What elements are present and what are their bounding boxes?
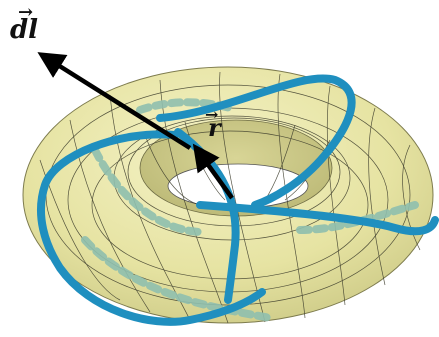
vectors: [37, 52, 234, 200]
dl-label-group: → dl: [10, 2, 38, 45]
r-overarrow: →: [205, 105, 218, 124]
r-vector-arrow: [192, 143, 234, 200]
r-label-group: → r: [205, 105, 223, 142]
dl-label: dl: [10, 15, 38, 45]
r-label: r: [208, 113, 223, 142]
knot-segment-left: [36, 130, 266, 326]
knot-segment-right: [196, 201, 439, 236]
knot-segment-top: [156, 74, 356, 209]
dl-vector-arrow: [37, 52, 192, 150]
dl-overarrow: →: [18, 2, 33, 23]
